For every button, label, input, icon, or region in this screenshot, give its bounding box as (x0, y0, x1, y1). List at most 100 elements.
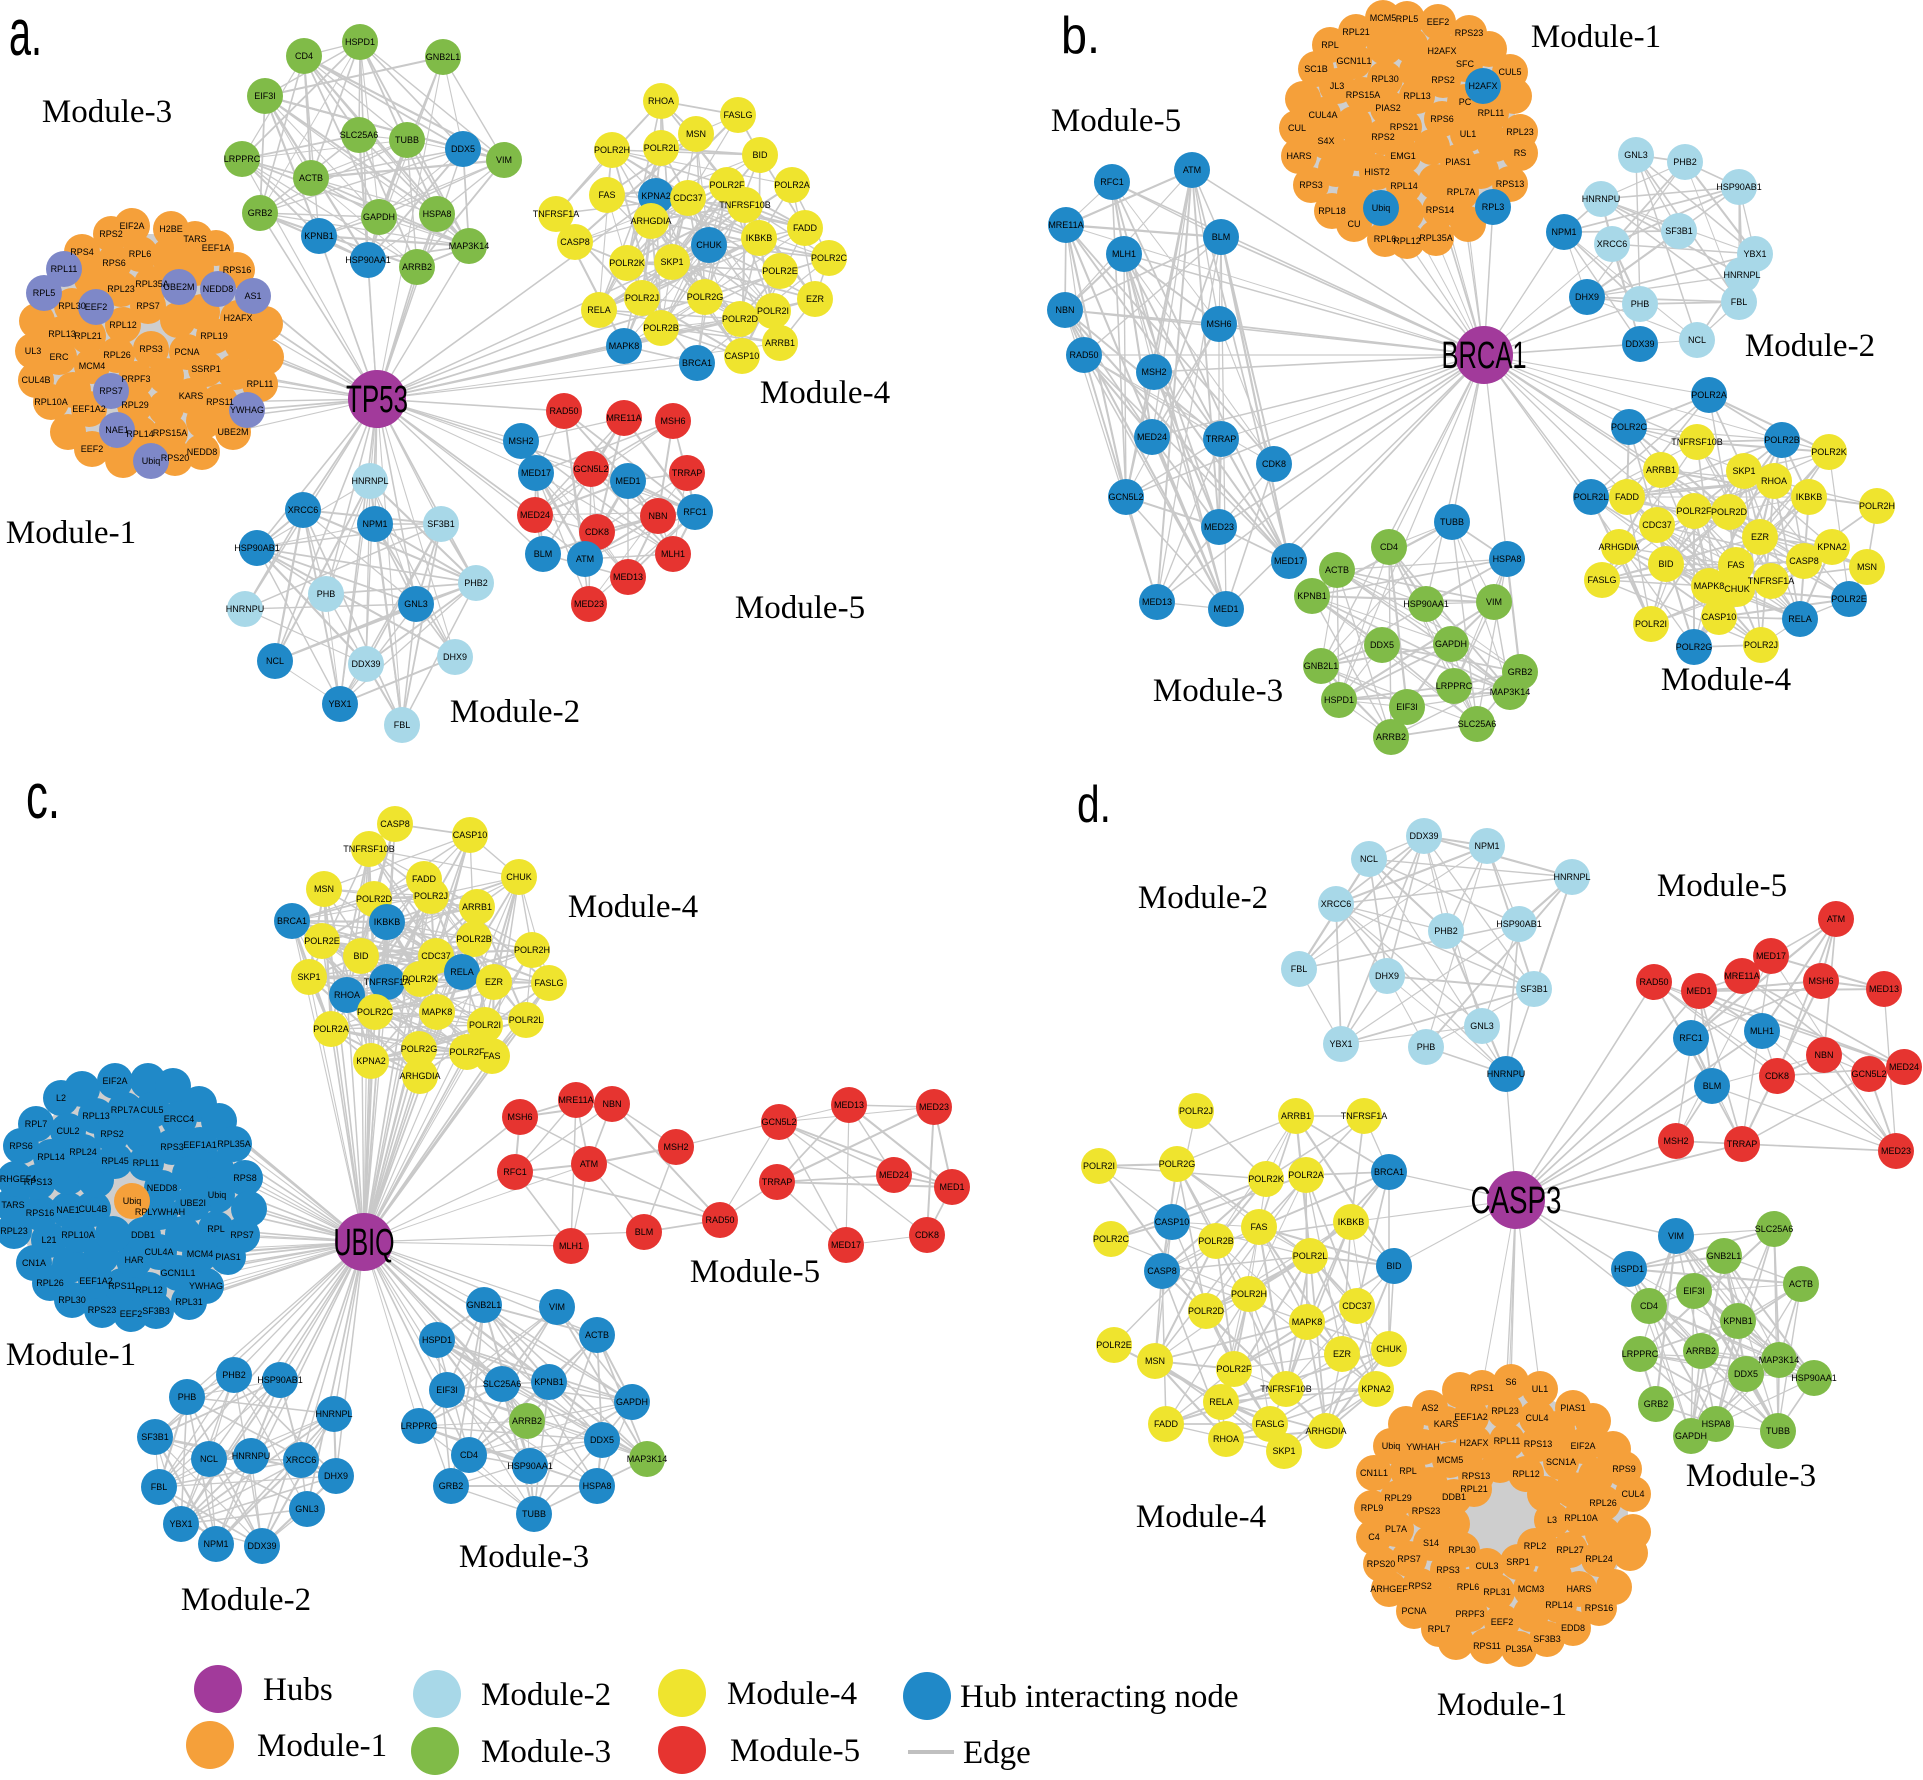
svg-text:ACTB: ACTB (1789, 1279, 1813, 1289)
svg-text:DDX5: DDX5 (590, 1435, 614, 1445)
svg-text:Module-2: Module-2 (1745, 328, 1875, 364)
svg-text:BID: BID (353, 951, 369, 961)
svg-text:KPNB1: KPNB1 (534, 1377, 564, 1387)
svg-text:EEF1A2: EEF1A2 (72, 404, 106, 414)
svg-text:UL3: UL3 (25, 346, 42, 356)
svg-text:FAS: FAS (1250, 1222, 1267, 1232)
svg-text:Module-5: Module-5 (735, 590, 865, 626)
svg-text:IKBKB: IKBKB (1338, 1217, 1365, 1227)
svg-text:ATM: ATM (1827, 914, 1845, 924)
svg-text:BRCA1: BRCA1 (682, 358, 712, 368)
svg-text:CDC37: CDC37 (673, 193, 703, 203)
svg-text:CASP8: CASP8 (1789, 556, 1819, 566)
svg-text:HSP90AB1: HSP90AB1 (1716, 182, 1762, 192)
svg-text:RPS11: RPS11 (1473, 1641, 1501, 1651)
svg-text:RPS20: RPS20 (161, 453, 190, 463)
svg-text:POLR2G: POLR2G (687, 292, 724, 302)
svg-text:RPL: RPL (207, 1224, 225, 1234)
svg-text:Module-1: Module-1 (6, 1337, 136, 1373)
svg-text:EZR: EZR (485, 977, 504, 987)
svg-text:DDX5: DDX5 (451, 144, 475, 154)
svg-text:Module-3: Module-3 (1153, 673, 1283, 709)
svg-text:HSP90AA1: HSP90AA1 (1403, 599, 1449, 609)
svg-text:TRRAP: TRRAP (672, 468, 703, 478)
svg-text:JL3: JL3 (1330, 81, 1345, 91)
svg-text:DDX39: DDX39 (1409, 831, 1438, 841)
svg-text:POLR2G: POLR2G (401, 1044, 438, 1054)
svg-text:MAPK8: MAPK8 (609, 341, 640, 351)
svg-text:Module-3: Module-3 (1686, 1458, 1816, 1494)
svg-text:DDX39: DDX39 (1625, 339, 1654, 349)
svg-text:NAE1: NAE1 (105, 425, 129, 435)
svg-text:TARS: TARS (1, 1200, 24, 1210)
svg-text:EIF3I: EIF3I (1396, 702, 1418, 712)
svg-text:HSPA8: HSPA8 (423, 209, 452, 219)
svg-text:RPS11: RPS11 (206, 397, 234, 407)
svg-text:Module-2: Module-2 (481, 1677, 611, 1713)
svg-text:SRP1: SRP1 (1506, 1557, 1530, 1567)
svg-text:TNFRSF1A: TNFRSF1A (1341, 1111, 1388, 1121)
svg-text:MSH6: MSH6 (1206, 319, 1231, 329)
svg-text:RS: RS (1514, 148, 1527, 158)
svg-text:POLR2D: POLR2D (1711, 507, 1748, 517)
svg-text:EZR: EZR (1751, 532, 1770, 542)
svg-text:CASP8: CASP8 (1147, 1266, 1177, 1276)
svg-text:POLR2G: POLR2G (1159, 1159, 1196, 1169)
svg-text:SLC25A6: SLC25A6 (1755, 1224, 1794, 1234)
svg-text:POLR2L: POLR2L (509, 1015, 544, 1025)
svg-text:RPL13: RPL13 (82, 1111, 110, 1121)
svg-text:MCM4: MCM4 (187, 1249, 214, 1259)
svg-text:FBL: FBL (394, 720, 411, 730)
svg-text:GAPDH: GAPDH (1435, 639, 1467, 649)
svg-text:POLR2C: POLR2C (357, 1007, 394, 1017)
svg-text:RPS20: RPS20 (1367, 1559, 1396, 1569)
svg-text:EDD8: EDD8 (1561, 1623, 1585, 1633)
svg-text:CU: CU (1348, 219, 1361, 229)
svg-text:CDC37: CDC37 (1642, 520, 1672, 530)
svg-text:PIAS1: PIAS1 (1445, 157, 1471, 167)
svg-text:SC1B: SC1B (1304, 64, 1328, 74)
svg-text:Hub interacting node: Hub interacting node (960, 1679, 1239, 1715)
svg-text:POLR2A: POLR2A (774, 180, 810, 190)
svg-text:ACTB: ACTB (299, 173, 323, 183)
svg-text:GNL3: GNL3 (404, 599, 428, 609)
svg-text:RPL27: RPL27 (1556, 1545, 1584, 1555)
svg-text:RHOA: RHOA (648, 96, 674, 106)
svg-text:TUBB: TUBB (522, 1509, 546, 1519)
svg-text:SKP1: SKP1 (660, 257, 683, 267)
svg-text:RPL30: RPL30 (1371, 74, 1399, 84)
svg-text:POLR2I: POLR2I (757, 306, 789, 316)
svg-text:RAD50: RAD50 (1069, 350, 1098, 360)
svg-text:NPM1: NPM1 (362, 519, 387, 529)
svg-text:CN1L1: CN1L1 (1360, 1468, 1388, 1478)
svg-text:CDK8: CDK8 (1262, 459, 1286, 469)
svg-text:POLR2L: POLR2L (644, 143, 679, 153)
svg-text:RPL29: RPL29 (121, 400, 149, 410)
svg-text:RPS16: RPS16 (26, 1208, 55, 1218)
svg-text:S4X: S4X (1317, 136, 1334, 146)
svg-text:RPL31: RPL31 (1483, 1587, 1511, 1597)
svg-text:GAPDH: GAPDH (616, 1397, 648, 1407)
svg-text:MED23: MED23 (1204, 522, 1234, 532)
svg-text:CUL4: CUL4 (1525, 1413, 1548, 1423)
svg-text:RPS13: RPS13 (1462, 1471, 1491, 1481)
svg-text:MED24: MED24 (1137, 432, 1167, 442)
svg-text:MLH1: MLH1 (1112, 249, 1136, 259)
svg-text:MED13: MED13 (834, 1100, 864, 1110)
svg-text:RPS2: RPS2 (100, 1129, 124, 1139)
svg-text:POLR2B: POLR2B (643, 323, 679, 333)
svg-text:RPS3: RPS3 (160, 1142, 184, 1152)
svg-text:MED24: MED24 (520, 510, 550, 520)
svg-text:POLR2E: POLR2E (1096, 1340, 1132, 1350)
svg-text:MED23: MED23 (1881, 1146, 1911, 1156)
svg-text:ARRB2: ARRB2 (1376, 732, 1406, 742)
svg-text:TUBB: TUBB (1766, 1426, 1790, 1436)
svg-text:RPL6: RPL6 (129, 249, 152, 259)
svg-text:NBN: NBN (1055, 305, 1074, 315)
svg-text:CUL2: CUL2 (56, 1126, 79, 1136)
svg-text:DHX9: DHX9 (324, 1471, 348, 1481)
svg-text:GCN5L2: GCN5L2 (573, 464, 608, 474)
svg-text:ERCC4: ERCC4 (164, 1114, 195, 1124)
svg-text:PCNA: PCNA (1401, 1606, 1426, 1616)
svg-text:HAR: HAR (124, 1255, 144, 1265)
